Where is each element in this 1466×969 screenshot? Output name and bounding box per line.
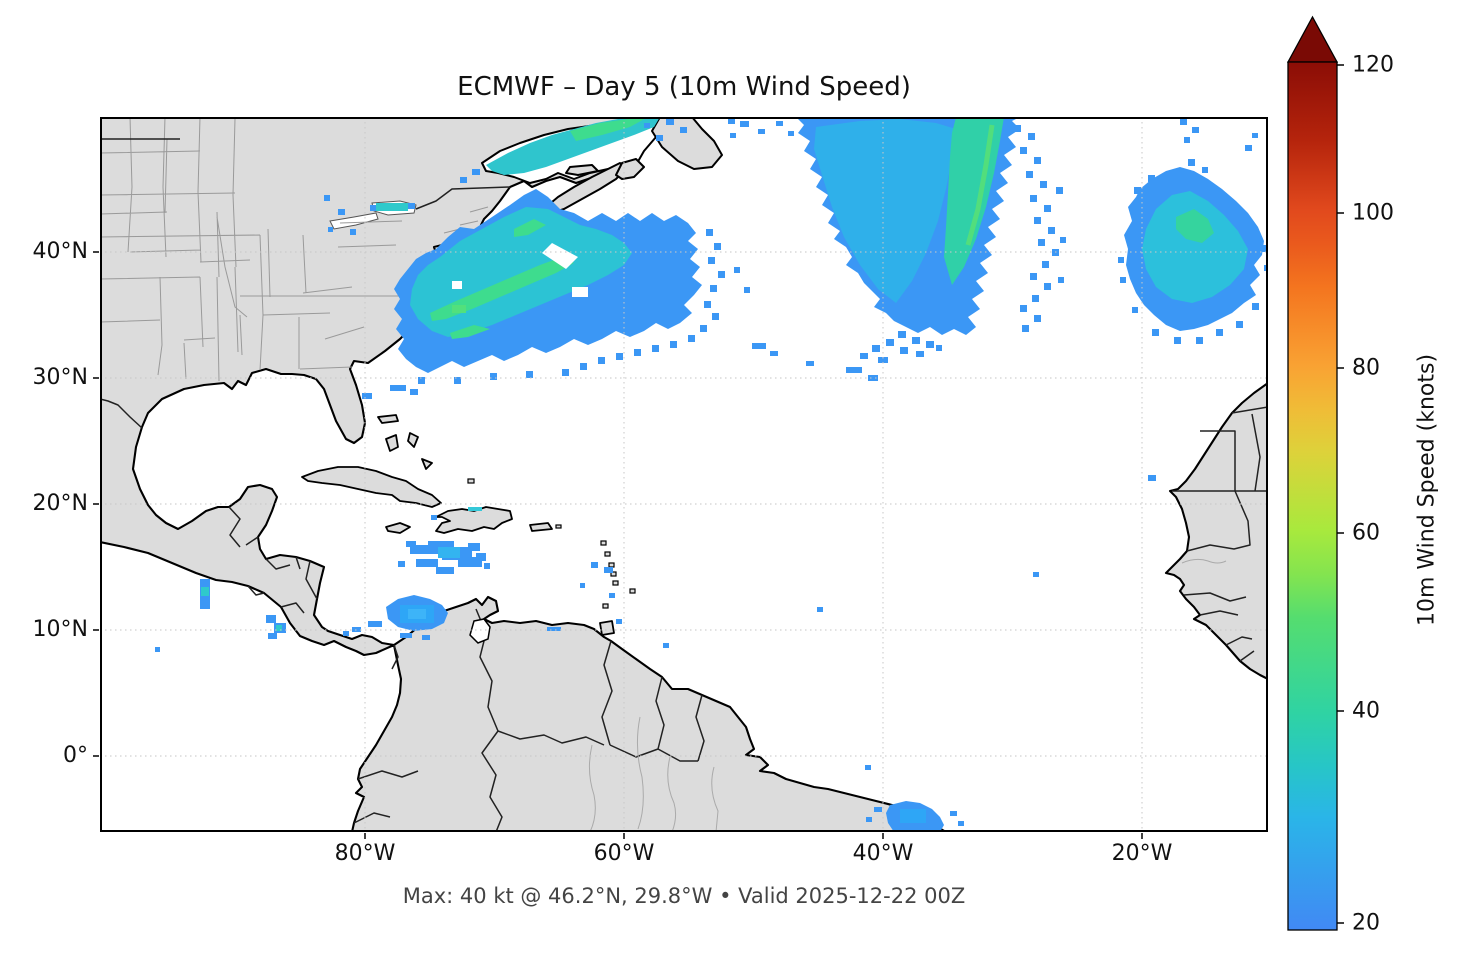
y-tick-10n: 10°N: [32, 617, 88, 642]
y-tick-0: 0°: [63, 743, 88, 768]
colorbar: [1286, 15, 1344, 931]
cb-tick-100: 100: [1352, 200, 1394, 226]
wind-patch-central-atlantic: [752, 117, 1066, 381]
colorbar-gradient: [1287, 61, 1338, 931]
x-tick-20w: 20°W: [1111, 841, 1173, 866]
wind-patch-northeast-us: [362, 189, 750, 399]
landmass-africa: [1164, 381, 1268, 681]
figure-title: ECMWF – Day 5 (10m Wind Speed): [457, 72, 911, 102]
wind-patch-east-atlantic: [1118, 119, 1268, 344]
jamaica: [385, 522, 411, 534]
trinidad: [599, 620, 615, 636]
colorbar-tickmarks: [1337, 64, 1344, 924]
wind-field: [155, 117, 1268, 832]
cb-tick-80: 80: [1352, 355, 1380, 381]
cuba: [301, 466, 442, 508]
cb-tick-60: 60: [1352, 520, 1380, 546]
wind-specks-scattered: [324, 195, 1156, 770]
wind-patch-caribbean: [398, 507, 669, 648]
colorbar-axis-label: 10m Wind Speed (knots): [1414, 353, 1440, 627]
lake-maracaibo: [469, 618, 491, 644]
gridlines: [100, 117, 1268, 832]
y-tick-30n: 30°N: [32, 365, 88, 390]
colorbar-over-arrow: [1286, 15, 1339, 63]
newfoundland: [651, 117, 723, 170]
lake-erie: [329, 212, 379, 230]
puerto-rico: [529, 522, 553, 532]
rivers: [588, 558, 1227, 832]
caribbean-islands: [301, 414, 615, 636]
cb-tick-120: 120: [1352, 52, 1394, 78]
wind-patch-gulf-st-lawrence: [460, 117, 794, 183]
x-tick-40w: 40°W: [852, 841, 914, 866]
country-borders: [100, 138, 1268, 832]
prince-edward-island: [565, 164, 599, 176]
cape-breton: [615, 158, 645, 180]
x-tick-80w: 80°W: [334, 841, 396, 866]
figure-caption: Max: 40 kt @ 46.2°N, 29.8°W • Valid 2025…: [402, 884, 966, 908]
cb-tick-20: 20: [1352, 910, 1380, 936]
y-tick-40n: 40°N: [32, 239, 88, 264]
wind-patch-brazil-coast: [866, 801, 964, 832]
state-borders: [100, 117, 489, 382]
wind-patch-venezuela-coast: [343, 595, 561, 640]
lesser-antilles: [467, 478, 636, 609]
wind-lake-ontario-strip: [376, 203, 408, 211]
cb-tick-40: 40: [1352, 698, 1380, 724]
bahamas: [377, 414, 433, 470]
x-tick-60w: 60°W: [593, 841, 655, 866]
atlantic-wind-map: [100, 117, 1268, 832]
y-tick-20n: 20°N: [32, 491, 88, 516]
